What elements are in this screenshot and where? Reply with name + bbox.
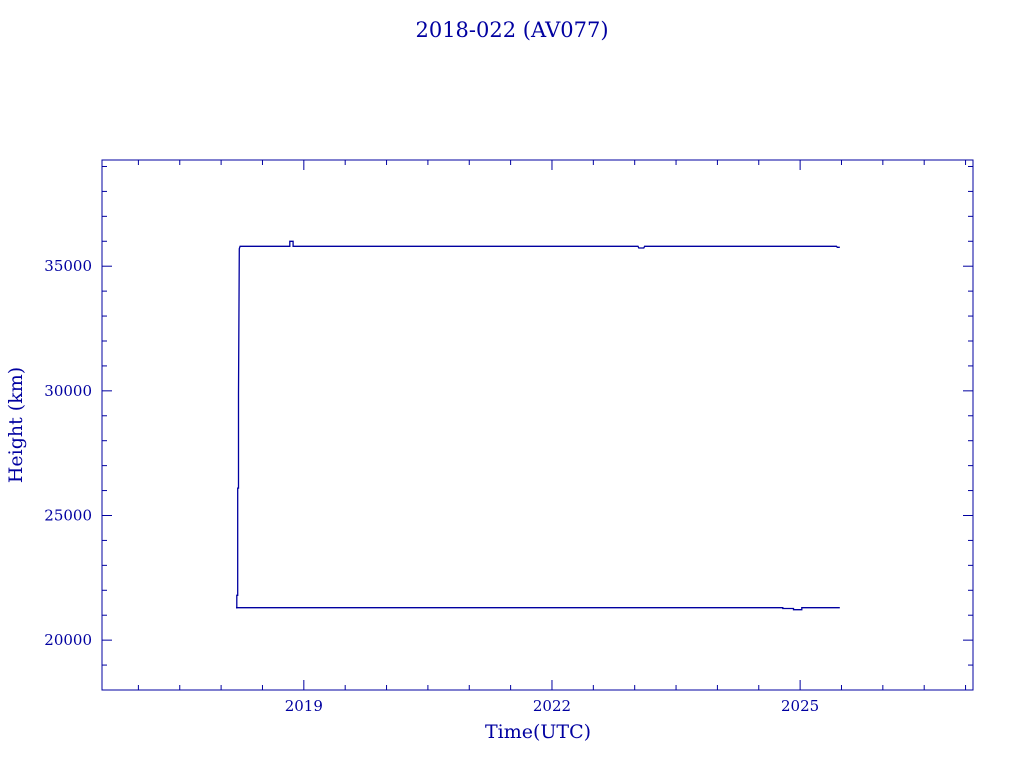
x-tick-label: 2019 <box>285 697 323 715</box>
y-tick-label: 30000 <box>44 382 92 400</box>
y-tick-label: 35000 <box>44 257 92 275</box>
y-tick-label: 25000 <box>44 506 92 524</box>
plot-frame <box>101 159 974 691</box>
y-axis-label: Height (km) <box>5 367 27 483</box>
x-tick-label: 2022 <box>533 697 571 715</box>
series-line-perigee <box>236 607 840 611</box>
series-line-apogee <box>236 240 840 609</box>
chart-title: 2018-022 (AV077) <box>415 18 608 42</box>
y-tick-label: 20000 <box>44 631 92 649</box>
x-tick-label: 2025 <box>781 697 819 715</box>
axis-ticks <box>102 160 973 691</box>
x-axis-label: Time(UTC) <box>485 721 591 743</box>
tick-labels: 2019 2022 2025 20000 25000 30000 35000 <box>44 257 819 715</box>
series-lines <box>236 240 840 611</box>
